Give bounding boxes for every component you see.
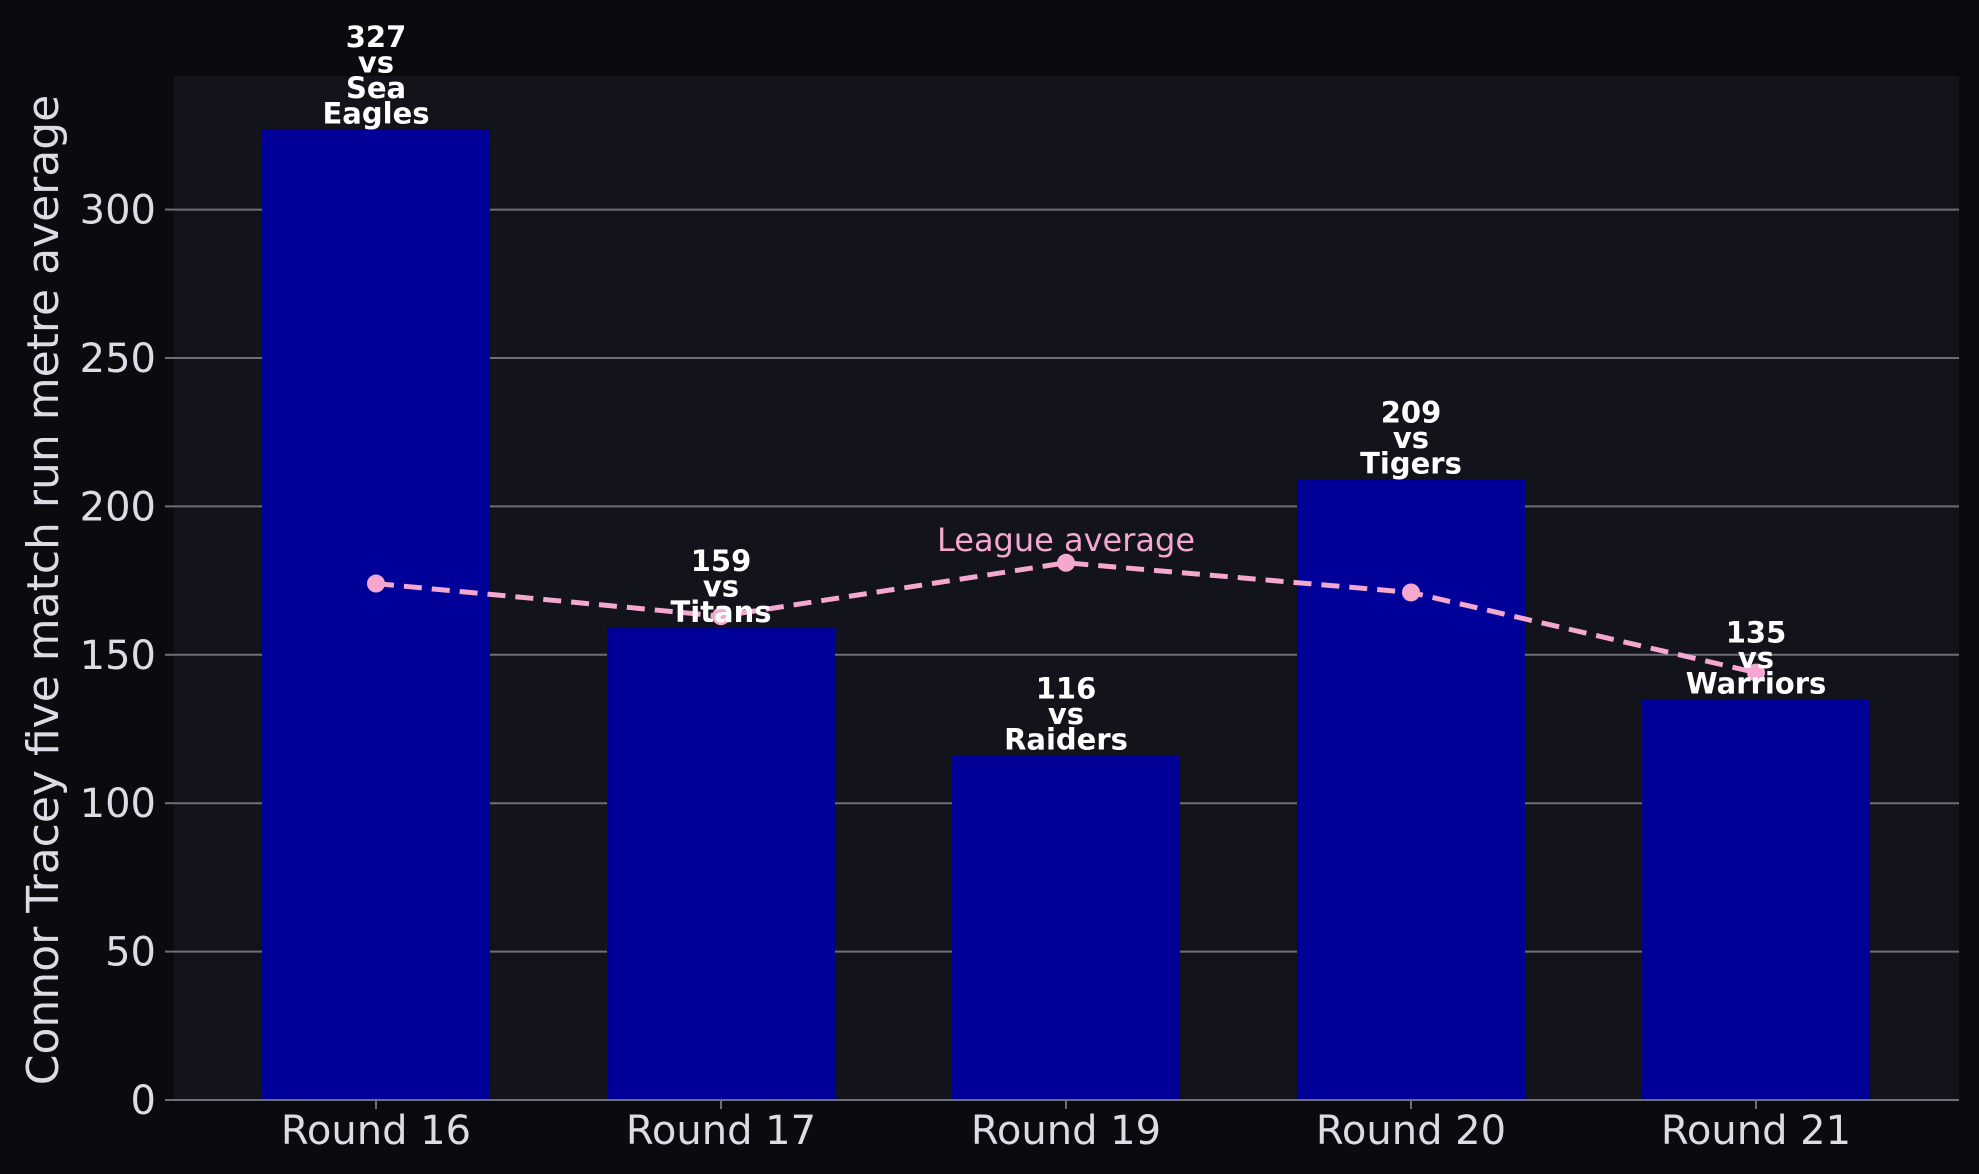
x-axis-ticks: Round 16 Round 17 Round 19 Round 20 Round 21 bbox=[174, 1099, 1959, 1154]
bar-data-label: vs bbox=[1048, 697, 1084, 731]
league-average-series-line bbox=[375, 560, 1757, 676]
y-tick-label: 100 bbox=[80, 781, 156, 827]
bar-data-label: vs bbox=[703, 570, 739, 604]
y-tick-label: 300 bbox=[80, 188, 156, 234]
bar bbox=[952, 755, 1180, 1100]
league-average-annotation: League average bbox=[937, 521, 1195, 559]
x-tick-label: Round 19 bbox=[971, 1108, 1161, 1154]
x-tick-label: Round 17 bbox=[626, 1108, 816, 1154]
bar-data-label: 209 bbox=[1381, 396, 1442, 430]
league-average-point bbox=[712, 607, 730, 626]
bar-data-label: Sea bbox=[346, 71, 406, 105]
bar-data-label: Eagles bbox=[322, 96, 429, 130]
y-tick-label: 50 bbox=[105, 930, 156, 976]
bar-data-label: 116 bbox=[1036, 672, 1097, 706]
league-average-point bbox=[1402, 583, 1420, 602]
bar-data-label: Titans bbox=[670, 595, 771, 629]
league-average-point bbox=[1747, 663, 1765, 682]
y-tick-label: 250 bbox=[80, 336, 156, 382]
bar bbox=[1642, 699, 1870, 1100]
bar-data-label: vs bbox=[1393, 421, 1429, 455]
league-average-point bbox=[367, 574, 385, 593]
league-average-line: League average bbox=[367, 521, 1765, 682]
y-tick-label: 150 bbox=[80, 633, 156, 679]
bar bbox=[1297, 479, 1525, 1100]
x-tick-label: Round 16 bbox=[281, 1108, 471, 1154]
y-tick-label: 0 bbox=[131, 1078, 156, 1124]
bar-labels: 327vsSeaEagles159vsTitans116vsRaiders209… bbox=[322, 20, 1826, 757]
bar-data-label: 159 bbox=[691, 544, 752, 578]
bar-data-label: Warriors bbox=[1686, 666, 1827, 700]
bar bbox=[262, 129, 490, 1100]
x-tick-label: Round 20 bbox=[1316, 1108, 1506, 1154]
bar-data-label: Raiders bbox=[1004, 723, 1128, 757]
league-average-point bbox=[1057, 553, 1075, 572]
bar-data-label: Tigers bbox=[1360, 447, 1462, 481]
bar-data-label: vs bbox=[1738, 641, 1774, 675]
bars bbox=[262, 129, 1870, 1100]
bar-data-label: 327 bbox=[346, 20, 407, 54]
x-tick-label: Round 21 bbox=[1661, 1108, 1851, 1154]
bar bbox=[607, 628, 835, 1100]
y-tick-label: 200 bbox=[80, 484, 156, 530]
y-axis-ticks: 0 50 100 150 200 250 300 bbox=[80, 188, 174, 1124]
bar-data-label: vs bbox=[358, 45, 394, 79]
y-axis-label: Connor Tracey five match run metre avera… bbox=[18, 95, 69, 1085]
bar-data-label: 135 bbox=[1726, 615, 1787, 649]
